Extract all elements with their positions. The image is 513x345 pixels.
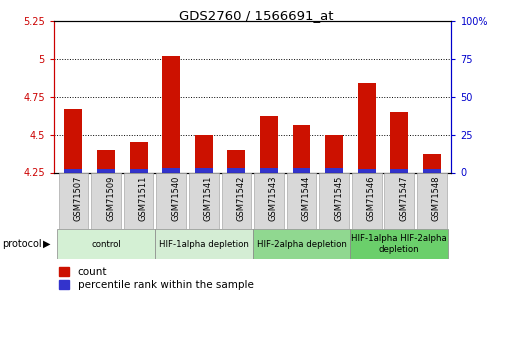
Bar	[352, 172, 382, 229]
Bar	[292, 126, 310, 168]
Text: GSM71547: GSM71547	[399, 175, 408, 221]
Bar	[423, 169, 441, 172]
Bar	[358, 169, 376, 172]
Bar	[97, 169, 115, 172]
FancyBboxPatch shape	[252, 229, 350, 259]
Bar	[390, 169, 408, 172]
Text: GSM71543: GSM71543	[269, 175, 278, 221]
Bar	[162, 56, 180, 168]
Text: GDS2760 / 1566691_at: GDS2760 / 1566691_at	[179, 9, 334, 22]
Bar	[91, 172, 121, 229]
Text: GSM71545: GSM71545	[334, 175, 343, 221]
Text: protocol: protocol	[3, 239, 42, 249]
Bar	[97, 150, 115, 169]
Text: HIF-1alpha depletion: HIF-1alpha depletion	[159, 239, 249, 249]
Text: GSM71507: GSM71507	[73, 175, 83, 221]
Bar	[423, 154, 441, 169]
Bar	[124, 172, 153, 229]
Bar	[130, 142, 148, 169]
Text: HIF-1alpha HIF-2alpha
depletion: HIF-1alpha HIF-2alpha depletion	[351, 234, 447, 254]
Text: GSM71546: GSM71546	[367, 175, 376, 221]
Bar	[384, 172, 414, 229]
Legend: count, percentile rank within the sample: count, percentile rank within the sample	[59, 267, 254, 290]
Bar	[65, 169, 83, 172]
Bar	[227, 168, 245, 172]
Text: ▶: ▶	[43, 239, 50, 249]
Text: GSM71540: GSM71540	[171, 175, 180, 221]
Bar	[325, 168, 343, 172]
Bar	[195, 135, 213, 168]
Bar	[58, 172, 88, 229]
Text: GSM71542: GSM71542	[236, 175, 245, 221]
Text: GSM71544: GSM71544	[302, 175, 310, 221]
FancyBboxPatch shape	[155, 229, 252, 259]
Bar	[130, 169, 148, 172]
Bar	[156, 172, 186, 229]
Text: HIF-2alpha depletion: HIF-2alpha depletion	[256, 239, 346, 249]
Bar	[260, 116, 278, 168]
Text: GSM71509: GSM71509	[106, 175, 115, 221]
Text: GSM71548: GSM71548	[432, 175, 441, 221]
Bar	[390, 112, 408, 169]
Bar	[254, 172, 284, 229]
Bar	[358, 83, 376, 169]
Bar	[162, 168, 180, 172]
Bar	[222, 172, 251, 229]
Bar	[189, 172, 219, 229]
Text: GSM71541: GSM71541	[204, 175, 213, 221]
Bar	[325, 135, 343, 168]
Bar	[292, 168, 310, 172]
FancyBboxPatch shape	[57, 229, 155, 259]
Text: control: control	[91, 239, 121, 249]
Bar	[195, 168, 213, 172]
Bar	[417, 172, 447, 229]
Bar	[287, 172, 317, 229]
Text: GSM71511: GSM71511	[139, 175, 148, 221]
Bar	[319, 172, 349, 229]
FancyBboxPatch shape	[350, 229, 448, 259]
Bar	[260, 168, 278, 172]
Bar	[65, 109, 83, 169]
Bar	[227, 150, 245, 168]
